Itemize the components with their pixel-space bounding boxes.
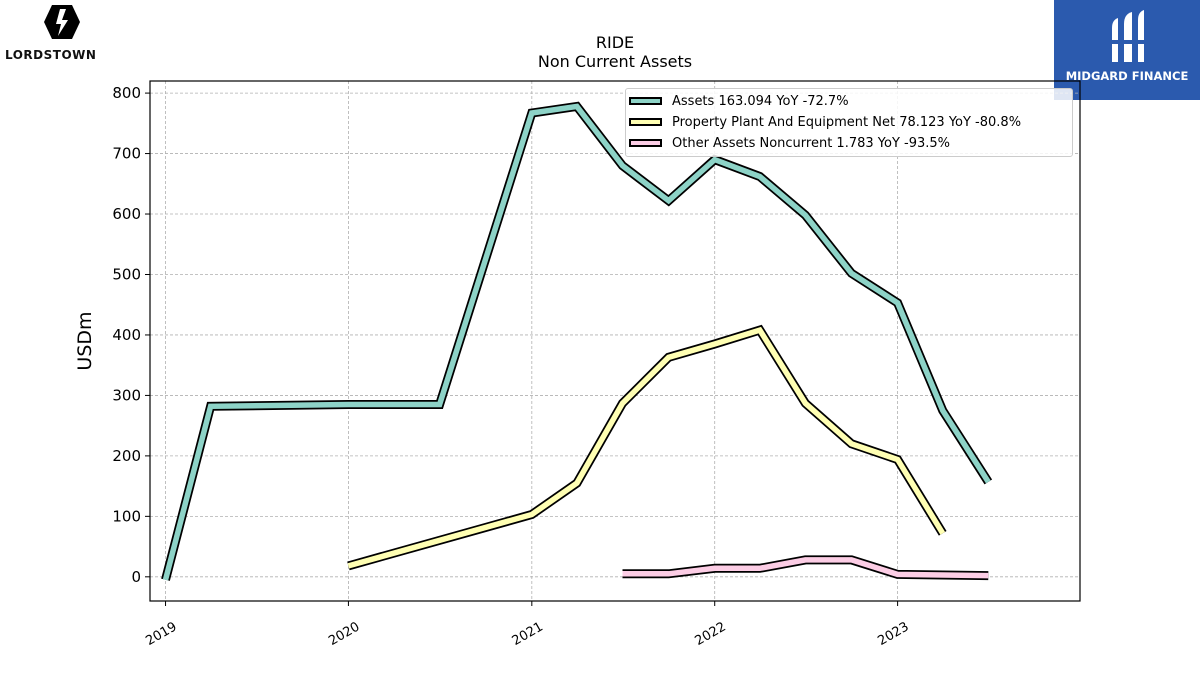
y-tick-label: 500 [112, 265, 141, 283]
x-tick-label: 2022 [693, 619, 729, 649]
legend-item-assets: Assets 163.094 YoY -72.7% [626, 92, 849, 110]
y-tick-label: 300 [112, 386, 141, 404]
series-line-property-plant-and-equipment-net [347, 326, 946, 569]
midgard-brand-name: MIDGARD FINANCE [1065, 69, 1189, 83]
y-tick-label: 700 [112, 145, 141, 163]
series-outline-assets [161, 101, 993, 581]
y-tick-label: 800 [112, 84, 141, 102]
series-line-assets [162, 103, 991, 581]
lordstown-wordmark: LORDSTOWN [5, 48, 97, 62]
series-outline-property-plant-and-equipment-net [347, 324, 947, 571]
chart-title: RIDE [595, 33, 635, 52]
legend-swatch-assets [629, 97, 662, 105]
y-axis-label: USDm [74, 311, 96, 370]
y-tick-label: 400 [112, 326, 141, 344]
y-tick-label: 0 [131, 568, 141, 586]
legend-item-ppe: Property Plant And Equipment Net 78.123 … [626, 113, 1021, 131]
series-line-other-assets-noncurrent [622, 557, 989, 579]
plot-frame [149, 80, 1081, 602]
lordstown-emblem-icon [44, 5, 80, 39]
x-tick-label: 2020 [326, 619, 362, 649]
legend-item-other-assets: Other Assets Noncurrent 1.783 YoY -93.5% [626, 134, 950, 152]
chart-legend: Assets 163.094 YoY -72.7% Property Plant… [625, 88, 1073, 157]
midgard-finance-logo: MIDGARD FINANCE [1054, 0, 1200, 100]
y-tick-label: 100 [112, 507, 141, 525]
legend-swatch-other-assets [629, 139, 662, 147]
legend-swatch-ppe [629, 118, 662, 126]
midgard-monogram-icon [1110, 10, 1146, 62]
chart-subtitle: Non Current Assets [537, 52, 693, 71]
y-tick-label: 200 [112, 447, 141, 465]
y-tick-label: 600 [112, 205, 141, 223]
legend-label-assets: Assets 163.094 YoY -72.7% [672, 93, 849, 109]
chart-title-block: RIDE Non Current Assets [415, 33, 815, 71]
x-tick-label: 2019 [143, 619, 179, 649]
x-tick-label: 2023 [875, 619, 911, 649]
legend-label-other-assets: Other Assets Noncurrent 1.783 YoY -93.5% [672, 135, 951, 151]
x-tick-label: 2021 [510, 619, 546, 649]
legend-label-ppe: Property Plant And Equipment Net 78.123 … [672, 114, 1022, 130]
lordstown-logo: LORDSTOWN [0, 0, 125, 70]
